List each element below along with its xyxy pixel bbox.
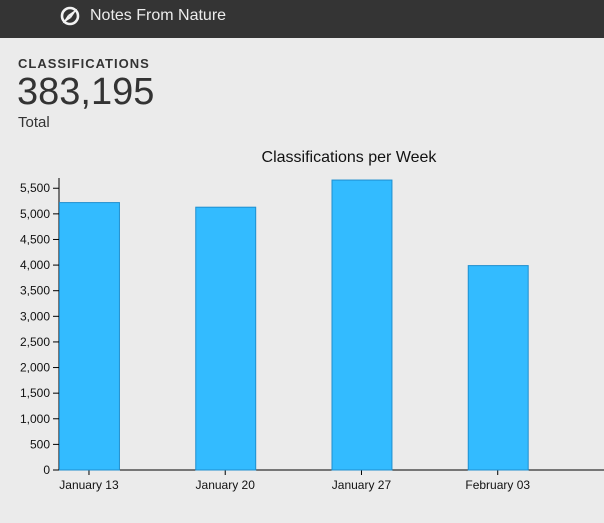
y-axis: 0 500 1,000 1,500 2,000 2,500 3,000 3,500 4,000 4… (20, 178, 60, 477)
bar (467, 265, 529, 471)
classifications-per-week-chart: Classifications per Week 0 500 1,000 1,500 2… (20, 149, 604, 492)
x-tick-label: January 27 (332, 478, 392, 492)
y-tick-label: 5,500 (20, 181, 50, 195)
top-navigation-bar: Notes From Nature (0, 0, 604, 38)
y-tick-label: 4,500 (20, 232, 50, 246)
y-tick-label: 3,500 (20, 284, 50, 298)
bar (331, 179, 393, 471)
compass-icon[interactable] (59, 5, 81, 27)
y-tick-label: 2,000 (20, 361, 50, 375)
classifications-label: CLASSIFICATIONS (18, 56, 150, 71)
classifications-total-label: Total (18, 114, 50, 131)
y-tick-label: 1,000 (20, 412, 50, 426)
classifications-total-value: 383,195 (17, 71, 155, 113)
bar-series (59, 179, 529, 471)
y-tick-label: 4,000 (20, 258, 50, 272)
y-tick-label: 1,500 (20, 386, 50, 400)
y-tick-label: 0 (43, 463, 50, 477)
x-tick-label: January 20 (196, 478, 256, 492)
y-tick-label: 2,500 (20, 335, 50, 349)
brand-name[interactable]: Notes From Nature (90, 7, 227, 24)
y-tick-label: 500 (30, 437, 50, 451)
x-axis: January 13 January 20 January 27 February 0… (59, 469, 604, 492)
y-tick-label: 5,000 (20, 207, 50, 221)
bar (195, 206, 257, 471)
x-tick-label: February 03 (465, 478, 530, 492)
bar (59, 202, 120, 471)
y-tick-label: 3,000 (20, 309, 50, 323)
chart-title: Classifications per Week (262, 149, 438, 166)
x-tick-label: January 13 (59, 478, 119, 492)
